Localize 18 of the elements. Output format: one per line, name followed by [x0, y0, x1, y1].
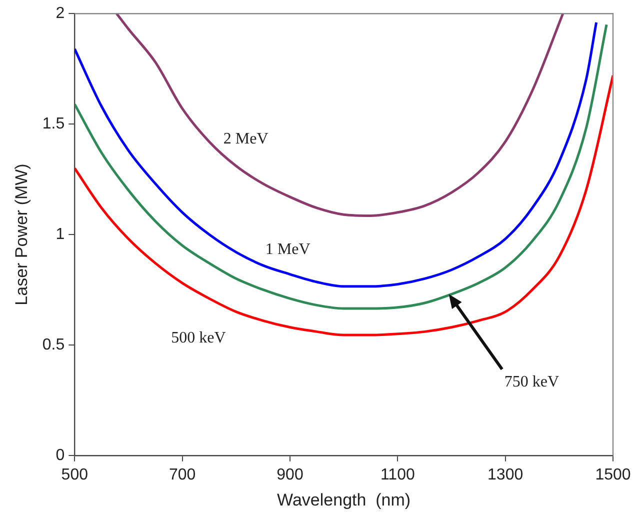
x-tick-label: 1100	[380, 466, 415, 484]
y-axis-title: Laser Power (MW)	[12, 164, 31, 306]
y-tick-label: 0	[56, 446, 65, 464]
x-tick-label: 500	[61, 466, 88, 484]
x-axis-title: Wavelength (nm)	[277, 490, 411, 510]
y-tick-label: 1.5	[42, 115, 65, 132]
text: 750 keV	[504, 374, 560, 391]
series-label: 2 MeV	[223, 130, 269, 148]
series-label: 500 keV	[171, 330, 226, 347]
x-tick-label: 700	[168, 466, 196, 484]
x-tick-label: 1500	[595, 466, 631, 484]
series-label: 1 MeV	[265, 241, 311, 258]
y-tick-label: 1	[56, 226, 65, 243]
y-tick-label: 0.5	[42, 336, 65, 354]
line-series	[115, 14, 564, 217]
x-tick-label: 1300	[488, 466, 524, 484]
x-tick-label: 900	[276, 466, 304, 484]
y-tick-label: 2	[56, 5, 65, 22]
